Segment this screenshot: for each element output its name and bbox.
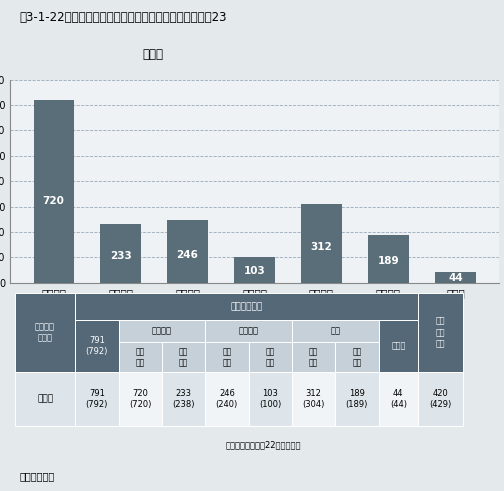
Text: 103
(100): 103 (100) xyxy=(259,389,281,409)
Text: 246
(240): 246 (240) xyxy=(216,389,238,409)
Text: 場外
温水: 場外 温水 xyxy=(179,347,188,367)
Bar xyxy=(379,372,418,426)
Text: 場内
温水: 場内 温水 xyxy=(136,347,145,367)
Bar xyxy=(301,204,342,283)
Text: 余熱利用あり: 余熱利用あり xyxy=(230,302,263,311)
Text: 資料：環境省: 資料：環境省 xyxy=(20,471,55,481)
Bar xyxy=(368,235,409,283)
Bar xyxy=(75,320,118,372)
Bar xyxy=(118,320,205,342)
Text: 発電: 発電 xyxy=(330,327,340,335)
Text: 余熱
利用
無し: 余熱 利用 無し xyxy=(435,317,445,348)
Text: 図3-1-22　ごみ焼却施設における余熱利用の状況（平成23: 図3-1-22 ごみ焼却施設における余熱利用の状況（平成23 xyxy=(20,10,227,24)
Bar xyxy=(292,342,335,372)
Text: 場外
蒸気: 場外 蒸気 xyxy=(266,347,275,367)
Text: 720: 720 xyxy=(43,195,65,206)
Text: 場内
発電: 場内 発電 xyxy=(309,347,318,367)
Text: 720
(720): 720 (720) xyxy=(129,389,151,409)
Bar xyxy=(248,372,292,426)
Text: 余熱利用
の状況: 余熱利用 の状況 xyxy=(35,323,55,342)
Text: 場外
発電: 場外 発電 xyxy=(352,347,361,367)
Bar xyxy=(75,293,418,320)
Bar xyxy=(205,372,248,426)
Text: 420
(429): 420 (429) xyxy=(429,389,452,409)
Bar xyxy=(167,220,208,283)
Bar xyxy=(162,342,205,372)
Text: 312
(304): 312 (304) xyxy=(302,389,325,409)
Bar xyxy=(418,293,463,372)
Text: 温水利用: 温水利用 xyxy=(152,327,172,335)
Text: 189
(189): 189 (189) xyxy=(346,389,368,409)
Text: 312: 312 xyxy=(310,242,332,252)
Bar xyxy=(15,293,75,372)
Text: 233: 233 xyxy=(110,251,132,261)
Text: 246: 246 xyxy=(176,250,199,260)
Text: （　　）内は平成22年度データ: （ ）内は平成22年度データ xyxy=(225,440,301,449)
Text: 791
(792): 791 (792) xyxy=(86,336,108,356)
Bar xyxy=(379,320,418,372)
Text: 791
(792): 791 (792) xyxy=(86,389,108,409)
Text: 施設数: 施設数 xyxy=(37,394,53,403)
Bar xyxy=(335,372,379,426)
Bar xyxy=(118,372,162,426)
Text: 年度）: 年度） xyxy=(142,49,163,61)
Text: 189: 189 xyxy=(377,256,399,266)
Bar xyxy=(335,342,379,372)
Bar xyxy=(292,320,379,342)
Text: 44
(44): 44 (44) xyxy=(390,389,407,409)
Bar xyxy=(100,224,141,283)
Text: 103: 103 xyxy=(243,266,266,276)
Bar xyxy=(418,372,463,426)
Bar xyxy=(15,372,75,426)
Text: 233
(238): 233 (238) xyxy=(172,389,195,409)
Bar xyxy=(75,372,118,426)
Bar xyxy=(118,342,162,372)
Text: 蒸気利用: 蒸気利用 xyxy=(238,327,259,335)
Bar xyxy=(162,372,205,426)
Bar xyxy=(292,372,335,426)
Text: 44: 44 xyxy=(448,273,463,283)
Bar xyxy=(34,100,74,283)
Bar xyxy=(205,342,248,372)
Bar xyxy=(435,272,475,283)
Text: 場内
蒸気: 場内 蒸気 xyxy=(222,347,231,367)
Bar xyxy=(248,342,292,372)
Text: その他: その他 xyxy=(391,341,405,350)
Bar xyxy=(234,257,275,283)
Bar xyxy=(205,320,292,342)
